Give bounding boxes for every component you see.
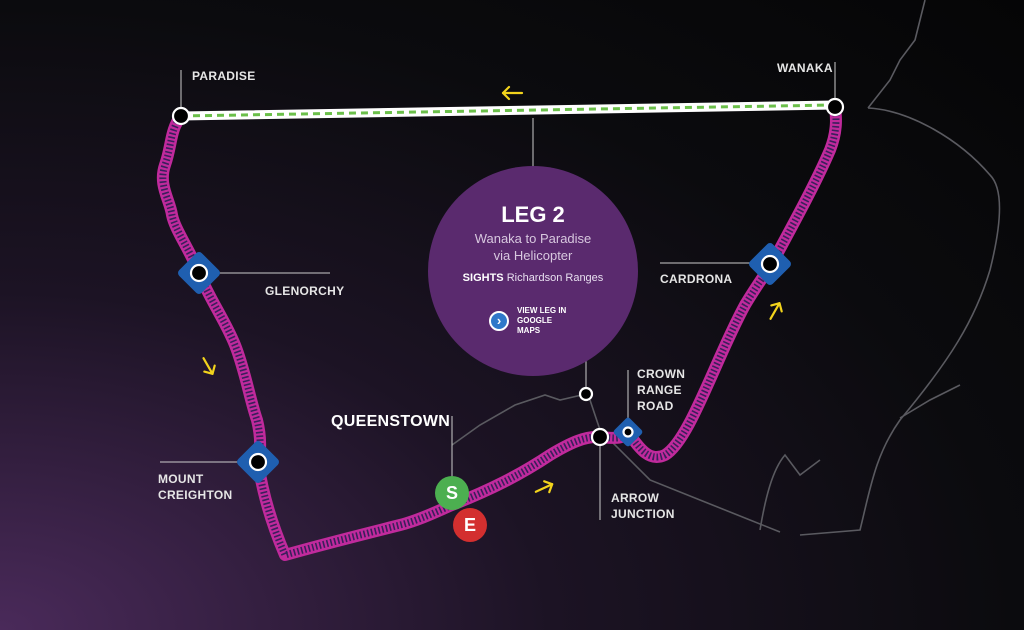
stop-glenorchy: [189, 263, 209, 283]
leg-info-panel: LEG 2 Wanaka to Paradise via Helicopter …: [428, 166, 638, 376]
stop-cardrona: [760, 254, 780, 274]
arrow-icon: [769, 302, 783, 320]
end-marker: E: [453, 508, 487, 542]
label-crown-range-road-line: RANGE: [637, 383, 682, 397]
arrow-icon: [534, 480, 554, 494]
stop-paradise: [171, 106, 191, 126]
label-paradise: PARADISE: [192, 69, 256, 83]
leg-subtitle: Wanaka to Paradise via Helicopter: [428, 230, 638, 264]
stop-wanaka: [825, 97, 845, 117]
label-glenorchy: GLENORCHY: [265, 284, 345, 298]
stop-crown-range-road: [622, 426, 634, 438]
label-crown-range-road-line: ROAD: [637, 399, 674, 413]
label-mount-creighton-line: MOUNT: [158, 472, 204, 486]
chevron-right-icon: ›: [489, 311, 509, 331]
label-cardrona: CARDRONA: [660, 272, 733, 286]
leg-sights: SIGHTS Richardson Ranges: [428, 272, 638, 284]
stop-leg-point: [578, 386, 594, 402]
label-crown-range-road-line: CROWN: [637, 367, 686, 381]
helicopter-route: [176, 100, 840, 121]
start-marker: S: [435, 476, 469, 510]
label-crown-range-road: CROWN RANGE ROAD: [637, 366, 685, 414]
direction-arrows: [202, 85, 783, 494]
label-queenstown: QUEENSTOWN: [331, 413, 451, 430]
leg-subtitle-line: Wanaka to Paradise: [474, 231, 592, 246]
leg-title: LEG 2: [501, 202, 565, 227]
sights-value: Richardson Ranges: [506, 272, 604, 284]
label-arrow-junction-line: ARROW: [611, 491, 660, 505]
arrow-icon: [202, 357, 216, 375]
maps-link-line: VIEW LEG IN: [517, 306, 567, 315]
leg-subtitle-line: via Helicopter: [493, 248, 573, 263]
background-roads: [451, 0, 1001, 536]
stop-mount-creighton: [248, 452, 268, 472]
sights-label: SIGHTS: [462, 272, 504, 284]
stop-arrow-junction: [590, 427, 610, 447]
stop-dots: [171, 97, 845, 472]
label-arrow-junction: ARROW JUNCTION: [611, 490, 675, 522]
view-in-google-maps-text: VIEW LEG IN GOOGLE MAPS: [517, 306, 577, 336]
maps-link-line: GOOGLE MAPS: [517, 316, 553, 335]
label-mount-creighton: MOUNT CREIGHTON: [158, 471, 232, 503]
label-arrow-junction-line: JUNCTION: [611, 507, 675, 521]
label-mount-creighton-line: CREIGHTON: [158, 488, 233, 502]
arrow-icon: [501, 85, 524, 101]
view-in-google-maps-link[interactable]: › VIEW LEG IN GOOGLE MAPS: [489, 306, 577, 336]
label-wanaka: WANAKA: [777, 61, 833, 75]
